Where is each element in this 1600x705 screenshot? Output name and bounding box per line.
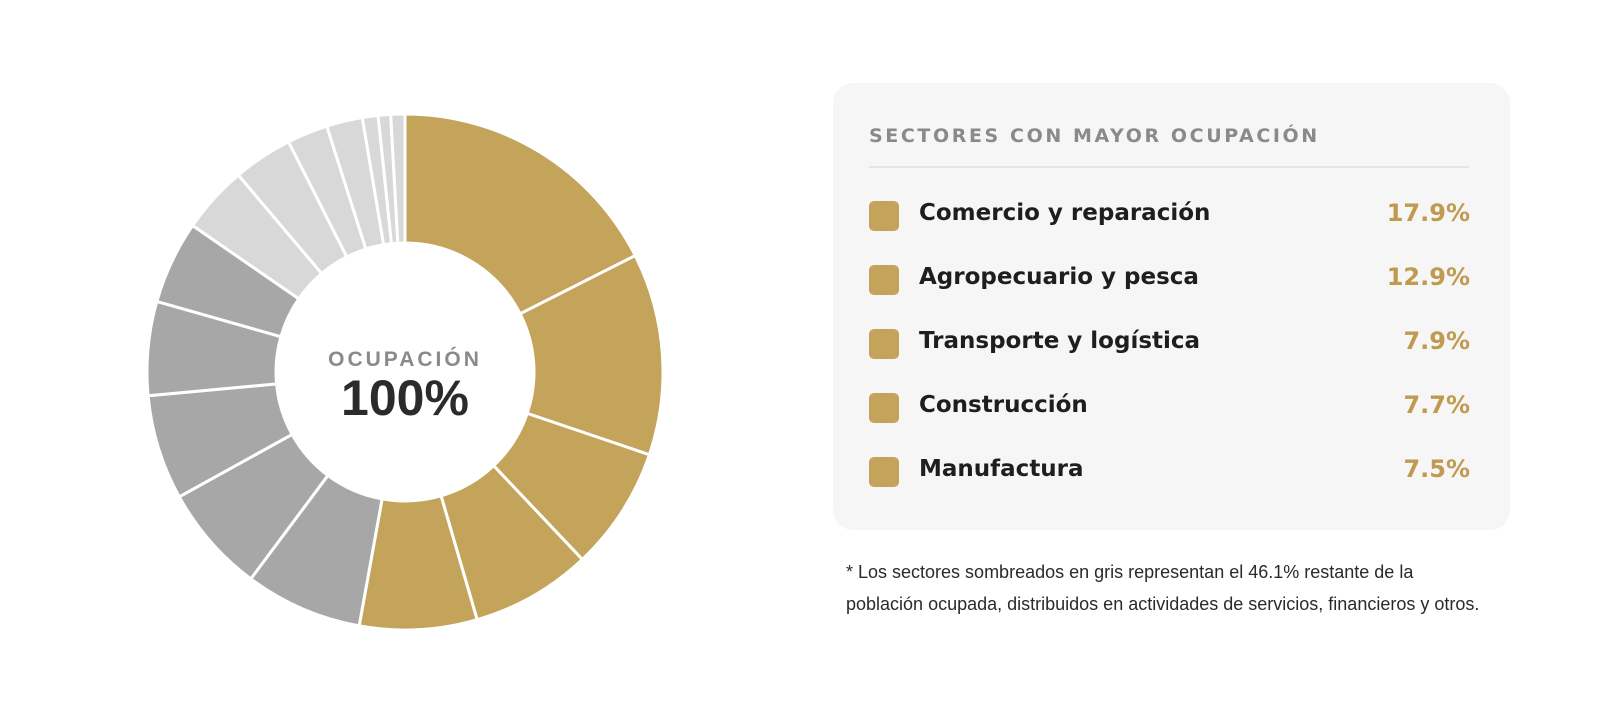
- legend-item: Agropecuario y pesca 12.9%: [869, 262, 1470, 326]
- donut-slices: [145, 112, 665, 632]
- legend-item-label: Manufactura: [919, 456, 1084, 482]
- legend-item: Manufactura 7.5%: [869, 454, 1470, 518]
- legend-item-value: 12.9%: [1386, 263, 1470, 291]
- legend-swatch: [869, 329, 899, 359]
- donut-slice: [389, 112, 407, 245]
- donut-chart: OCUPACIÓN 100%: [145, 112, 665, 632]
- legend-item-value: 7.9%: [1403, 327, 1470, 355]
- sectors-card: SECTORES CON MAYOR OCUPACIÓN Comercio y …: [833, 83, 1510, 530]
- footnote: * Los sectores sombreados en gris repres…: [846, 562, 1480, 614]
- legend-item-value: 17.9%: [1386, 199, 1470, 227]
- legend-item: Transporte y logística 7.9%: [869, 326, 1470, 390]
- sector-legend: Comercio y reparación 17.9% Agropecuario…: [869, 198, 1470, 518]
- legend-item-value: 7.5%: [1403, 455, 1470, 483]
- card-divider: [869, 166, 1469, 168]
- donut-center-value: 100%: [341, 370, 469, 426]
- legend-swatch: [869, 393, 899, 423]
- donut-slice-agropecuario-y-pesca: [518, 254, 665, 457]
- legend-item-label: Agropecuario y pesca: [919, 264, 1199, 290]
- legend-item-label: Comercio y reparación: [919, 200, 1211, 226]
- legend-swatch: [869, 265, 899, 295]
- legend-item-label: Transporte y logística: [919, 328, 1201, 354]
- legend-swatch: [869, 201, 899, 231]
- donut-slice-comercio-y-reparaci-n: [403, 112, 637, 316]
- legend-item-label: Construcción: [919, 392, 1088, 418]
- legend-item: Construcción 7.7%: [869, 390, 1470, 454]
- legend-swatch: [869, 457, 899, 487]
- card-title: SECTORES CON MAYOR OCUPACIÓN: [869, 125, 1320, 147]
- legend-item: Comercio y reparación 17.9%: [869, 198, 1470, 262]
- donut-center-label: OCUPACIÓN: [328, 347, 482, 371]
- legend-item-value: 7.7%: [1403, 391, 1470, 419]
